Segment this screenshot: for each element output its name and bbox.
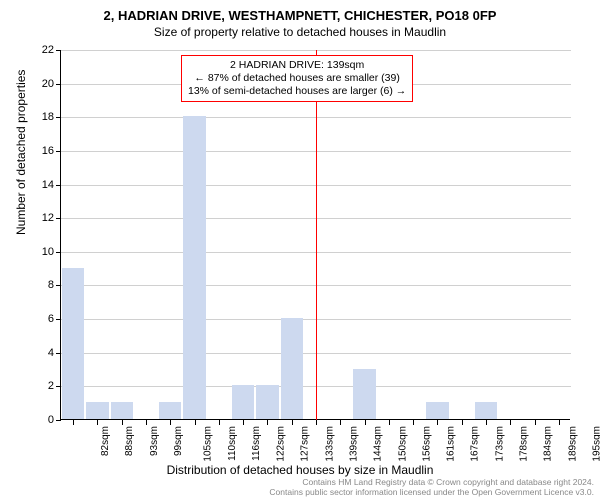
xtick-label: 110sqm (226, 426, 237, 461)
bar (353, 369, 375, 419)
xtick-mark (292, 420, 293, 425)
xtick-label: 93sqm (149, 426, 160, 456)
xtick-mark (437, 420, 438, 425)
ytick-mark (56, 353, 61, 354)
ytick-mark (56, 50, 61, 51)
annotation-box: 2 HADRIAN DRIVE: 139sqm← 87% of detached… (181, 55, 413, 102)
bar (183, 116, 205, 419)
ytick-label: 6 (48, 313, 54, 325)
xtick-label: 88sqm (124, 426, 135, 456)
ytick-label: 22 (42, 44, 54, 56)
xtick-mark (243, 420, 244, 425)
ytick-mark (56, 84, 61, 85)
bar (232, 385, 254, 419)
xtick-mark (122, 420, 123, 425)
xtick-label: 105sqm (203, 426, 214, 462)
annotation-line-2: ← 87% of detached houses are smaller (39… (188, 72, 406, 85)
page-subtitle: Size of property relative to detached ho… (0, 23, 600, 39)
xtick-mark (486, 420, 487, 425)
xtick-mark (219, 420, 220, 425)
xtick-label: 139sqm (349, 426, 360, 462)
xtick-mark (146, 420, 147, 425)
xtick-label: 127sqm (300, 426, 311, 462)
xtick-label: 161sqm (446, 426, 457, 462)
page-title: 2, HADRIAN DRIVE, WESTHAMPNETT, CHICHEST… (0, 0, 600, 23)
xtick-label: 82sqm (100, 426, 111, 456)
xtick-mark (73, 420, 74, 425)
bar (159, 402, 181, 419)
xtick-label: 122sqm (276, 426, 287, 462)
ytick-mark (56, 218, 61, 219)
xtick-mark (195, 420, 196, 425)
chart-area: 024681012141618202282sqm88sqm93sqm99sqm1… (60, 50, 570, 420)
xtick-label: 133sqm (324, 426, 335, 462)
xtick-label: 178sqm (519, 426, 530, 462)
ytick-label: 10 (42, 246, 54, 258)
ytick-mark (56, 386, 61, 387)
bar (62, 268, 84, 419)
xtick-label: 99sqm (173, 426, 184, 456)
xtick-label: 150sqm (397, 426, 408, 462)
xtick-mark (559, 420, 560, 425)
ytick-mark (56, 151, 61, 152)
ytick-mark (56, 420, 61, 421)
ytick-label: 2 (48, 380, 54, 392)
bar (111, 402, 133, 419)
xtick-mark (365, 420, 366, 425)
ytick-label: 20 (42, 78, 54, 90)
ytick-label: 14 (42, 179, 54, 191)
bar (281, 318, 303, 419)
xtick-label: 195sqm (591, 426, 600, 462)
footer-line-1: Contains HM Land Registry data © Crown c… (269, 477, 594, 487)
xtick-label: 167sqm (470, 426, 481, 462)
ytick-label: 18 (42, 111, 54, 123)
ytick-mark (56, 117, 61, 118)
xtick-mark (316, 420, 317, 425)
footer-attribution: Contains HM Land Registry data © Crown c… (269, 477, 594, 497)
x-axis-label: Distribution of detached houses by size … (0, 463, 600, 477)
xtick-mark (267, 420, 268, 425)
xtick-label: 116sqm (251, 426, 262, 461)
xtick-mark (97, 420, 98, 425)
ytick-label: 16 (42, 145, 54, 157)
annotation-line-1: 2 HADRIAN DRIVE: 139sqm (188, 59, 406, 72)
xtick-label: 173sqm (494, 426, 505, 462)
xtick-label: 144sqm (373, 426, 384, 462)
ytick-label: 0 (48, 414, 54, 426)
y-axis-label: Number of detached properties (14, 70, 28, 235)
xtick-mark (462, 420, 463, 425)
xtick-mark (170, 420, 171, 425)
reference-line (316, 50, 317, 420)
xtick-mark (413, 420, 414, 425)
annotation-line-3: 13% of semi-detached houses are larger (… (188, 85, 406, 98)
ytick-label: 4 (48, 347, 54, 359)
ytick-mark (56, 252, 61, 253)
xtick-label: 156sqm (421, 426, 432, 462)
ytick-mark (56, 319, 61, 320)
plot-region: 024681012141618202282sqm88sqm93sqm99sqm1… (60, 50, 570, 420)
ytick-label: 8 (48, 279, 54, 291)
bar (426, 402, 448, 419)
xtick-mark (510, 420, 511, 425)
xtick-mark (389, 420, 390, 425)
xtick-mark (535, 420, 536, 425)
xtick-mark (340, 420, 341, 425)
xtick-label: 189sqm (567, 426, 578, 462)
footer-line-2: Contains public sector information licen… (269, 487, 594, 497)
bar (256, 385, 278, 419)
ytick-mark (56, 185, 61, 186)
ytick-label: 12 (42, 212, 54, 224)
ytick-mark (56, 285, 61, 286)
xtick-label: 184sqm (543, 426, 554, 462)
bar (86, 402, 108, 419)
bar (475, 402, 497, 419)
